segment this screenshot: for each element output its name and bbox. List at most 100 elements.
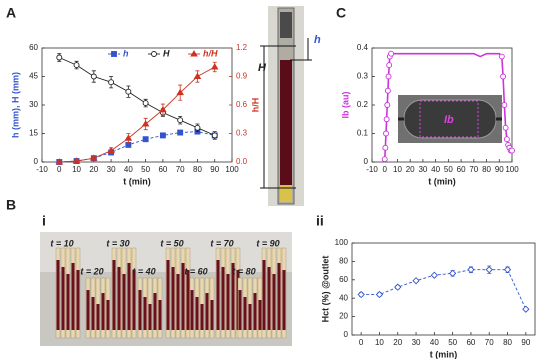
marker — [383, 116, 390, 123]
x-tick-label: 30 — [107, 165, 116, 174]
tube-blood — [272, 274, 276, 330]
marker — [159, 105, 167, 113]
y-tick-label: 0 — [344, 330, 349, 339]
x-tick-label: 30 — [418, 165, 427, 174]
marker — [210, 63, 219, 70]
tube-label: t = 40 — [132, 266, 155, 276]
marker — [375, 290, 384, 299]
tube-blood — [86, 290, 90, 330]
y-tick-label: 0.3 — [357, 72, 369, 81]
tube-blood — [176, 274, 180, 330]
tube-blood — [101, 293, 105, 330]
marker — [412, 277, 420, 285]
inset-label: Ib — [444, 114, 454, 126]
marker — [72, 157, 81, 164]
marker — [383, 130, 389, 137]
tube-blood — [158, 300, 162, 330]
tube-blood — [117, 267, 121, 330]
x-tick-label: -10 — [36, 165, 48, 174]
tube-blood — [277, 263, 281, 330]
tube-blood — [143, 297, 147, 330]
marker — [90, 73, 97, 80]
marker — [430, 271, 438, 279]
marker — [522, 305, 530, 313]
tube-blood — [171, 267, 175, 330]
x-tick-label: 20 — [406, 165, 415, 174]
tube-blood — [262, 260, 266, 330]
y-tick-label: 80 — [339, 257, 348, 266]
tube-blood — [238, 290, 242, 330]
tube-label: t = 70 — [210, 238, 233, 248]
marker — [357, 290, 365, 299]
y-tick-label: 15 — [29, 129, 38, 138]
x-axis-label: t (min) — [430, 349, 458, 359]
tube-blood — [76, 270, 80, 330]
y2-tick-label: 0.9 — [236, 72, 248, 81]
tube-blood — [243, 297, 247, 330]
tube-blood — [267, 267, 271, 330]
y2-axis-label: h/H — [250, 98, 260, 113]
y-tick-label: 45 — [29, 72, 38, 81]
x-tick-label: 40 — [431, 165, 440, 174]
marker — [73, 62, 80, 69]
tube-blood — [181, 263, 185, 330]
y-tick-label: 0.1 — [357, 129, 369, 138]
x-tick-label: 50 — [448, 338, 457, 347]
plot-frame — [41, 47, 233, 163]
y-tick-label: 100 — [335, 238, 349, 247]
marker — [500, 73, 507, 80]
x-tick-label: 90 — [495, 165, 504, 174]
tube-blood — [231, 263, 235, 330]
tube-blood — [210, 300, 214, 330]
legend-marker — [190, 50, 198, 57]
y2-tick-label: 1.2 — [236, 43, 248, 52]
x-tick-label: 0 — [57, 165, 62, 174]
marker — [56, 54, 63, 61]
marker — [159, 132, 166, 139]
marker — [384, 87, 391, 94]
marker — [385, 73, 392, 80]
tube-label: t = 50 — [160, 238, 183, 248]
y2-tick-label: 0.0 — [236, 157, 248, 166]
x-tick-label: 60 — [457, 165, 466, 174]
tube-blood — [200, 304, 204, 330]
legend-label: H — [163, 48, 170, 58]
panel-letter: ii — [316, 213, 324, 229]
x-tick-label: 70 — [485, 338, 494, 347]
marker — [125, 88, 132, 95]
marker — [386, 62, 393, 69]
tube-blood — [122, 274, 126, 330]
y-tick-label: 0 — [34, 157, 39, 166]
x-tick-label: 0 — [359, 338, 364, 347]
x-tick-label: 20 — [89, 165, 98, 174]
tube-blood — [96, 304, 100, 330]
tube-label: t = 30 — [106, 238, 129, 248]
x-tick-label: 80 — [482, 165, 491, 174]
y-tick-label: 20 — [339, 312, 348, 321]
marker — [509, 147, 515, 154]
marker — [177, 129, 184, 136]
panel-letter: C — [336, 5, 346, 21]
tube-label: t = 60 — [184, 266, 207, 276]
y-tick-label: 0.2 — [357, 100, 369, 109]
marker — [503, 266, 512, 274]
tube-blood — [258, 300, 262, 330]
legend-marker — [151, 51, 157, 57]
tube-blood — [71, 263, 75, 330]
panel-letter: i — [42, 213, 46, 229]
panel-letter: A — [6, 5, 16, 21]
tube-annotation: h — [314, 34, 321, 46]
y2-tick-label: 0.6 — [236, 100, 248, 109]
y-axis-label: Ib (au) — [340, 92, 350, 119]
marker — [142, 100, 149, 107]
tube-blood — [91, 297, 95, 330]
x-tick-label: 70 — [176, 165, 185, 174]
x-tick-label: 30 — [412, 338, 421, 347]
x-tick-label: 20 — [393, 338, 402, 347]
tube-blood — [166, 260, 170, 330]
marker — [501, 102, 508, 108]
marker — [381, 156, 388, 163]
x-tick-label: 40 — [124, 165, 133, 174]
tube-photo — [260, 6, 312, 206]
